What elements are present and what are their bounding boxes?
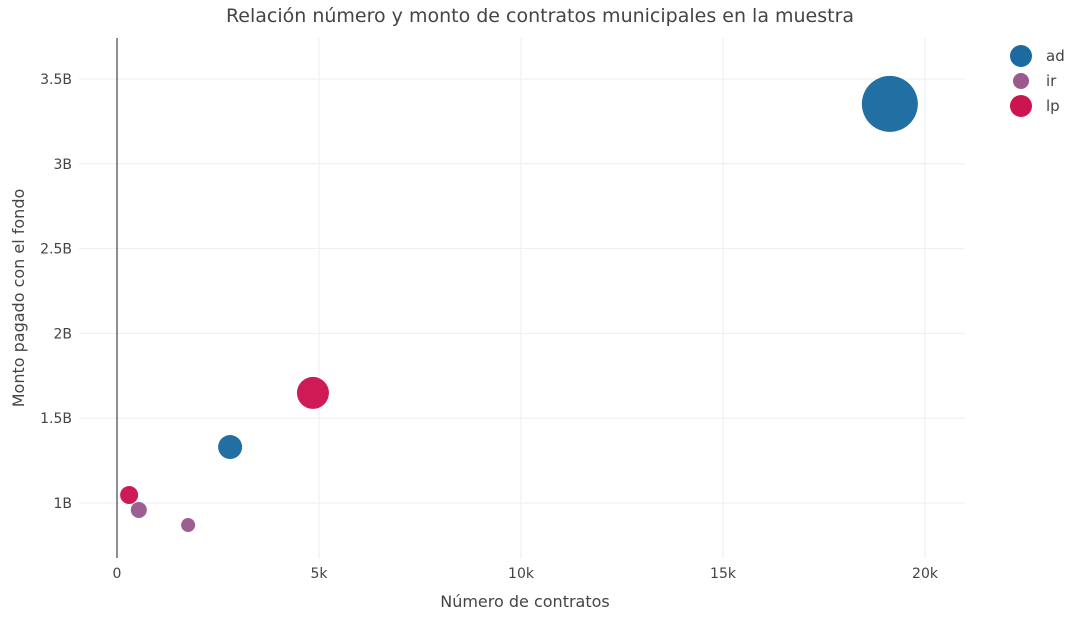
legend-label-lp: lp (1046, 97, 1060, 115)
y-tick-label: 3.5B (40, 72, 72, 88)
y-tick-label: 2.5B (40, 242, 72, 258)
x-axis-label: Número de contratos (440, 592, 610, 611)
y-tick-label: 2B (53, 326, 72, 342)
legend-label-ad: ad (1046, 47, 1065, 65)
bubble-ir (181, 518, 196, 533)
legend-marker-ir (1013, 73, 1029, 89)
y-tick-label: 1B (53, 496, 72, 512)
bubble-lp (120, 486, 139, 505)
x-tick-label: 20k (912, 566, 939, 582)
y-tick-label: 3B (53, 157, 72, 173)
bubble-ad (218, 435, 243, 460)
y-axis-label: Monto pagado con el fondo (9, 189, 28, 408)
legend-marker-lp (1010, 95, 1032, 117)
bubble-ir (130, 501, 147, 518)
x-tick-label: 5k (310, 566, 328, 582)
legend-marker-ad (1010, 45, 1032, 67)
x-tick-label: 15k (710, 566, 737, 582)
bubble-lp (296, 376, 329, 409)
bubble-ad (861, 75, 918, 132)
legend[interactable]: ad ir lp (1010, 45, 1065, 117)
x-tick-label: 0 (113, 566, 122, 582)
legend-label-ir: ir (1046, 72, 1057, 90)
chart-title: Relación número y monto de contratos mun… (226, 5, 854, 27)
y-tick-label: 1.5B (40, 411, 72, 427)
x-tick-label: 10k (508, 566, 535, 582)
